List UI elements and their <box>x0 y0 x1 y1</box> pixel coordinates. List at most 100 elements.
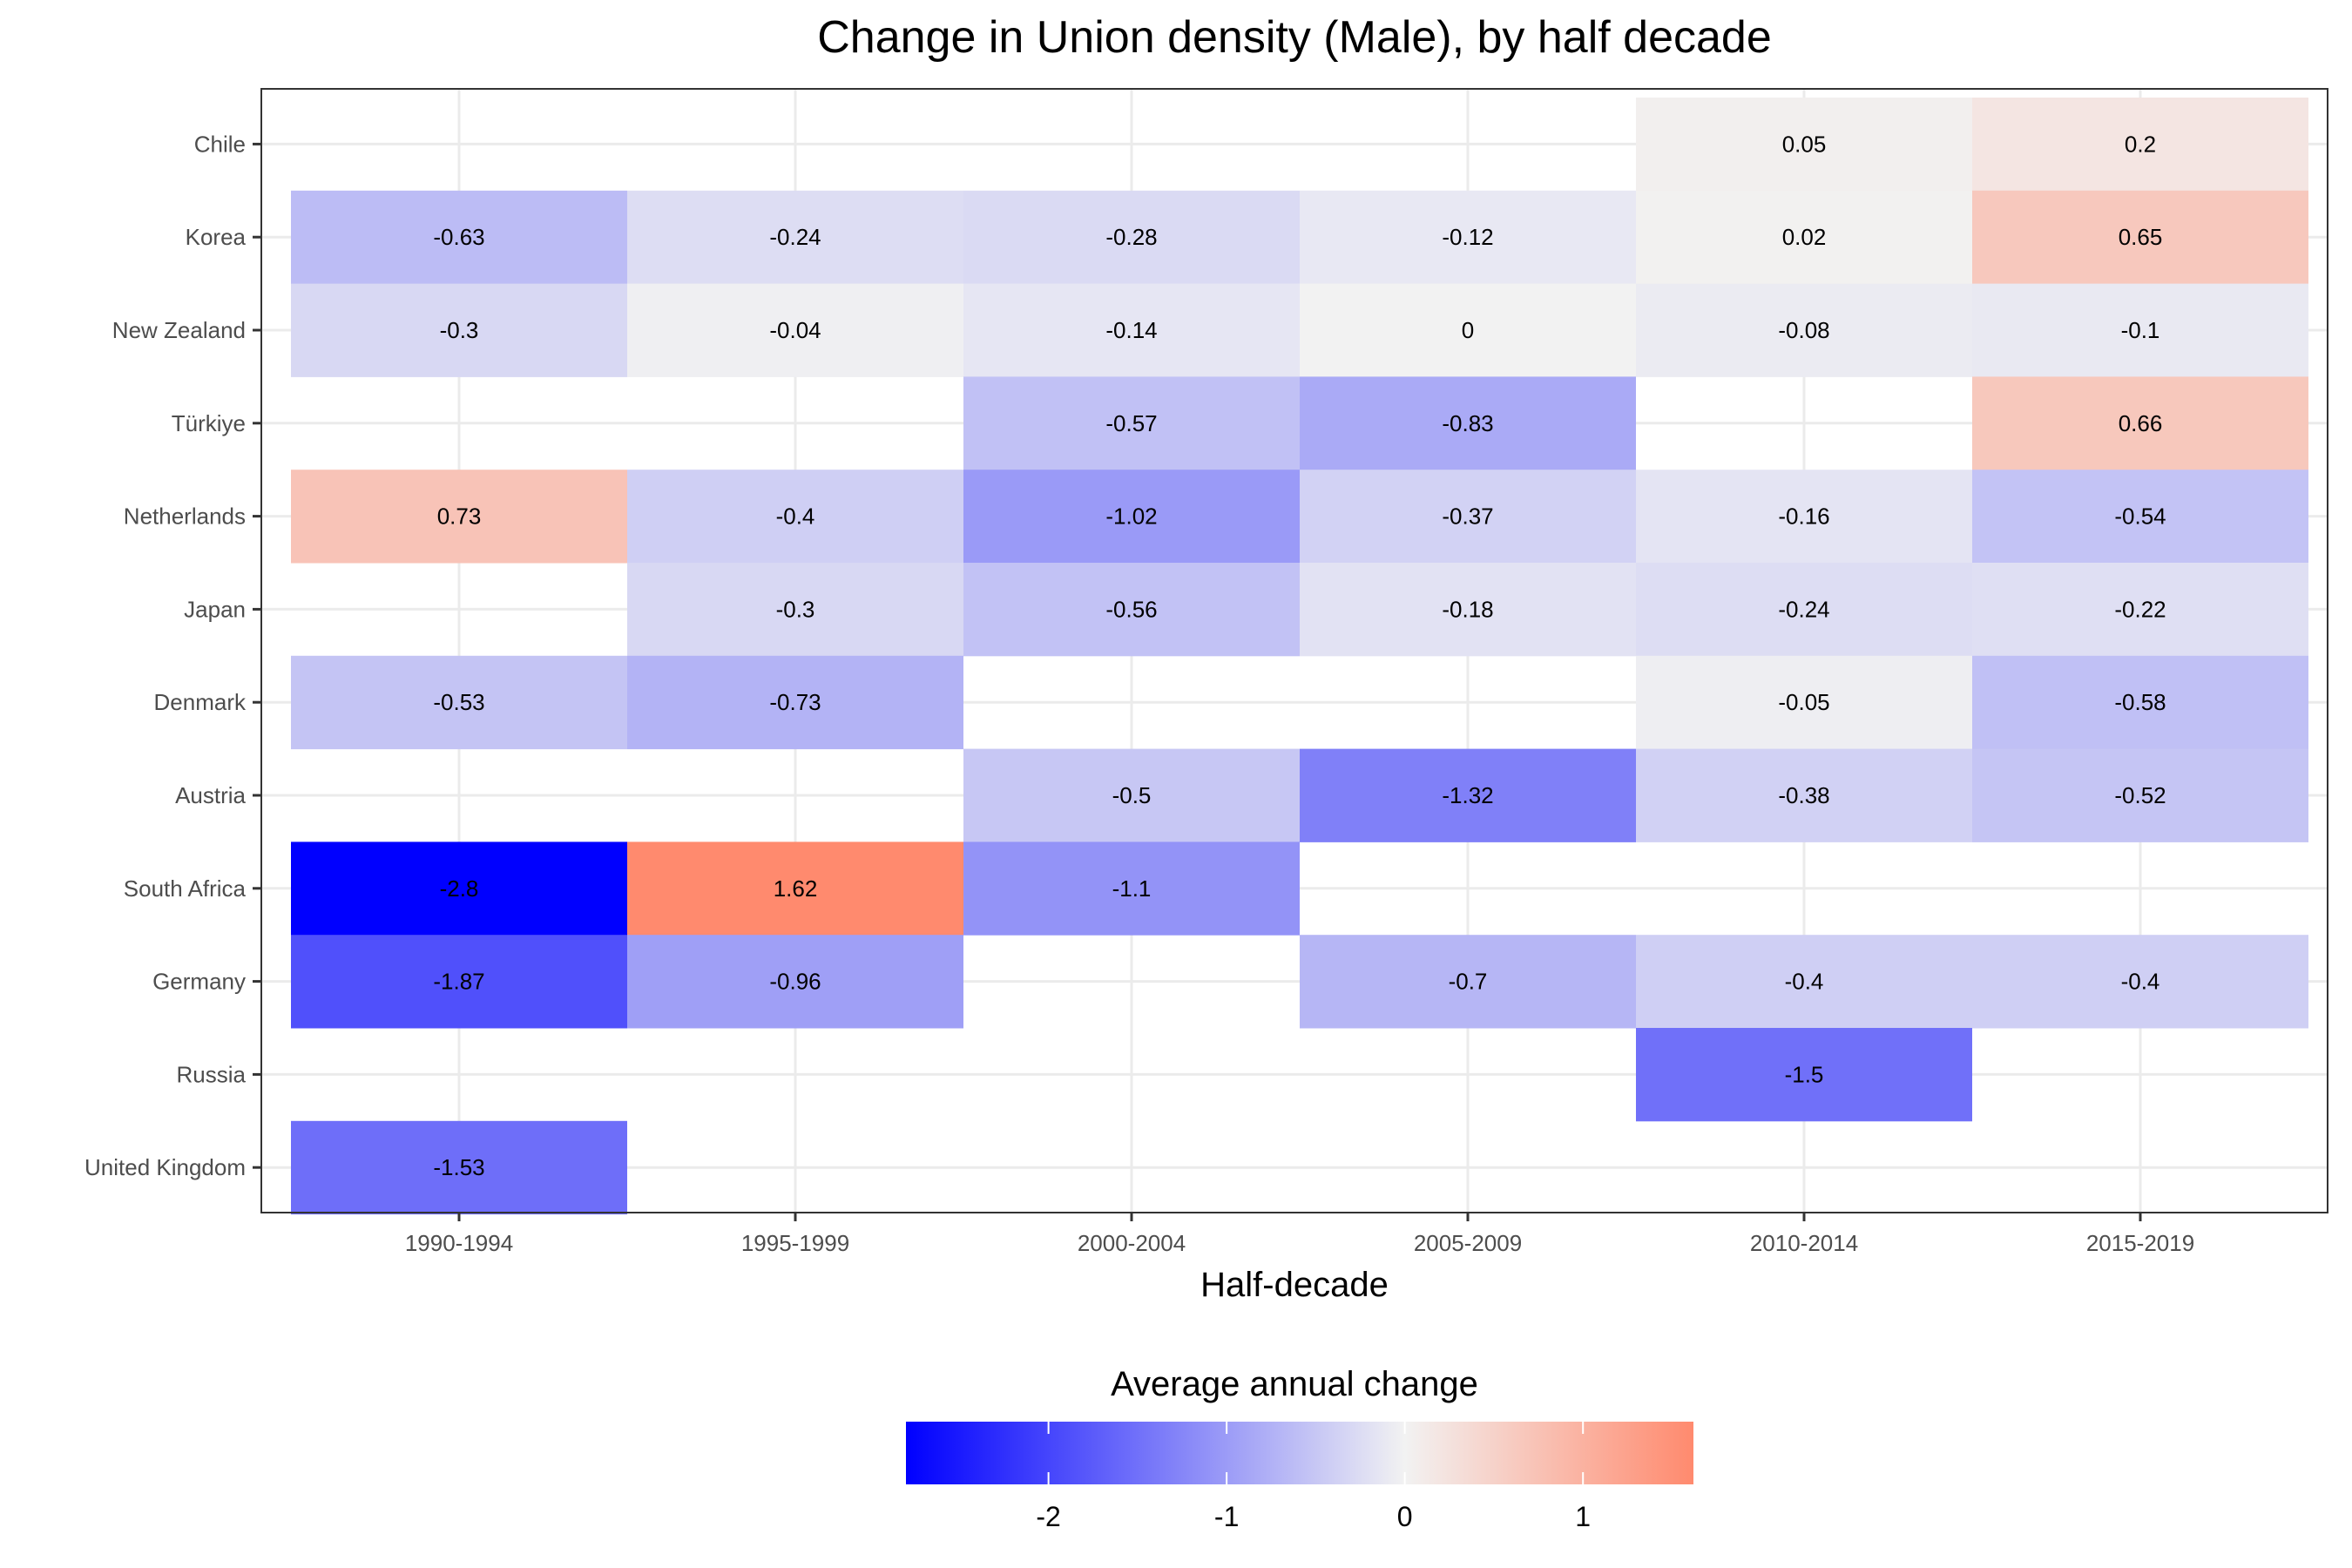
heatmap-cell <box>963 563 1300 657</box>
cell-value-label: -0.24 <box>769 224 821 250</box>
heatmap-cell <box>627 655 963 750</box>
heatmap-cell <box>1636 563 1972 657</box>
cell-value-label: -1.5 <box>1785 1061 1824 1087</box>
cell-value-label: -0.24 <box>1778 596 1829 622</box>
cell-value-label: -0.53 <box>433 689 484 715</box>
heatmap-cell <box>963 283 1300 377</box>
cell-value-label: 0.02 <box>1782 224 1827 250</box>
cell-value-label: -0.96 <box>769 969 821 995</box>
cell-value-label: -0.54 <box>2114 504 2166 530</box>
heatmap-cell <box>1972 563 2308 657</box>
cell-value-label: -0.1 <box>2121 317 2160 343</box>
color-legend: -2 -1 0 1 <box>906 1422 1693 1532</box>
y-tick-label: Japan <box>184 596 246 622</box>
cell-value-label: -1.1 <box>1112 875 1152 902</box>
heatmap-cell <box>1300 563 1636 657</box>
heatmap-cell <box>291 1120 627 1215</box>
heatmap-cell <box>1636 655 1972 750</box>
x-tick-label: 1995-1999 <box>741 1230 849 1256</box>
heatmap-cell <box>627 841 963 936</box>
y-tick-label: Russia <box>177 1061 247 1087</box>
cell-value-label: -0.58 <box>2114 689 2166 715</box>
heatmap-cell <box>963 748 1300 842</box>
heatmap-cell <box>1300 935 1636 1029</box>
heatmap-cell <box>1972 376 2308 470</box>
heatmap-cell <box>963 841 1300 936</box>
y-tick-label: Netherlands <box>124 504 246 530</box>
cell-value-label: -1.02 <box>1105 504 1157 530</box>
heatmap-cell <box>1972 655 2308 750</box>
heatmap-cell <box>291 470 627 564</box>
y-tick-label: New Zealand <box>112 317 246 343</box>
cell-value-label: -0.16 <box>1778 504 1829 530</box>
legend-title: Average annual change <box>1111 1365 1478 1403</box>
cell-value-label: -1.87 <box>433 969 484 995</box>
cell-value-label: -0.63 <box>433 224 484 250</box>
heatmap-cell <box>1300 283 1636 377</box>
cell-value-label: -0.3 <box>776 596 815 622</box>
panel-border <box>260 88 2328 1213</box>
heatmap-cell <box>1972 190 2308 285</box>
cell-value-label: -0.52 <box>2114 782 2166 808</box>
cell-value-label: 0 <box>1462 317 1474 343</box>
cell-value-label: -0.28 <box>1105 224 1157 250</box>
heatmap-cell <box>291 655 627 750</box>
cell-value-label: -0.12 <box>1442 224 1493 250</box>
cell-value-label: -0.7 <box>1449 969 1488 995</box>
y-tick-label: Denmark <box>154 689 247 715</box>
cell-value-label: -0.22 <box>2114 596 2166 622</box>
y-tick-label: United Kingdom <box>84 1154 246 1180</box>
cell-value-label: 0.05 <box>1782 131 1827 157</box>
heatmap-cell <box>1972 470 2308 564</box>
x-axis-title: Half-decade <box>1200 1266 1389 1304</box>
cell-value-label: -0.5 <box>1112 782 1152 808</box>
heatmap-cell <box>963 376 1300 470</box>
heatmap-cell <box>627 935 963 1029</box>
heatmap-cell <box>627 283 963 377</box>
heatmap-cell <box>291 190 627 285</box>
cell-value-label: -0.05 <box>1778 689 1829 715</box>
y-tick-label: Germany <box>152 969 246 995</box>
cell-value-label: -0.4 <box>2121 969 2160 995</box>
cell-value-label: 0.66 <box>2119 410 2163 436</box>
cell-value-label: -0.4 <box>776 504 815 530</box>
cell-value-label: -0.4 <box>1785 969 1824 995</box>
cell-value-label: -0.3 <box>440 317 479 343</box>
cell-value-label: 0.2 <box>2125 131 2156 157</box>
heatmap-cell <box>963 190 1300 285</box>
heatmap-cell <box>1972 748 2308 842</box>
cell-value-label: -1.32 <box>1442 782 1493 808</box>
cell-value-label: 0.65 <box>2119 224 2163 250</box>
cell-value-label: -0.14 <box>1105 317 1157 343</box>
cell-value-label: -0.18 <box>1442 596 1493 622</box>
heatmap-cell <box>1636 1028 1972 1122</box>
heatmap-cell <box>1636 470 1972 564</box>
heatmap-cell <box>1972 98 2308 192</box>
y-tick-label: Chile <box>194 131 246 157</box>
heatmap-cell <box>963 470 1300 564</box>
x-tick-label: 2005-2009 <box>1414 1230 1522 1256</box>
heatmap-cell <box>1636 748 1972 842</box>
x-axis: 1990-1994 1995-1999 2000-2004 2005-2009 2010… <box>405 1213 2194 1256</box>
heatmap-cell <box>291 935 627 1029</box>
heatmap-cell <box>1972 935 2308 1029</box>
y-axis: Chile Korea New Zealand Türkiye Netherlands J… <box>84 131 261 1180</box>
heatmap-cell <box>627 470 963 564</box>
x-tick-label: 2000-2004 <box>1078 1230 1186 1256</box>
cell-value-label: -0.73 <box>769 689 821 715</box>
cell-value-label: -0.08 <box>1778 317 1829 343</box>
cell-value-label: -0.37 <box>1442 504 1493 530</box>
legend-tick-label: 0 <box>1397 1501 1413 1532</box>
cell-value-label: -0.56 <box>1105 596 1157 622</box>
cell-value-label: -0.38 <box>1778 782 1829 808</box>
x-tick-label: 2015-2019 <box>2086 1230 2194 1256</box>
heatmap-cell <box>1636 98 1972 192</box>
cell-value-label: -2.8 <box>440 875 479 902</box>
y-tick-label: South Africa <box>124 875 247 902</box>
y-tick-label: Korea <box>186 224 247 250</box>
heatmap-cell <box>1636 935 1972 1029</box>
legend-tick-label: -2 <box>1036 1501 1060 1532</box>
heatmap-cell <box>1972 283 2308 377</box>
